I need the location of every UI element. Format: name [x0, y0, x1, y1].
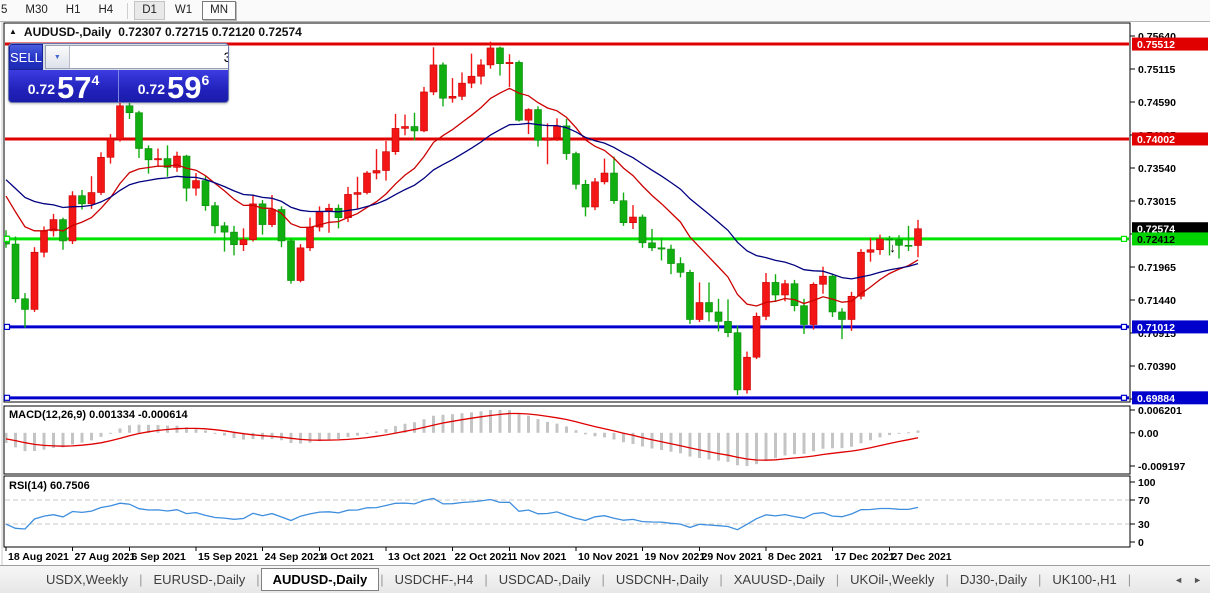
- svg-text:6 Sep 2021: 6 Sep 2021: [132, 551, 186, 563]
- timeframe-toolbar: 5 M30 H1 H4 D1 W1 MN: [0, 0, 1210, 22]
- volume-decrease-icon[interactable]: ▼: [45, 46, 70, 68]
- chart-tab-usdchf-h4[interactable]: USDCHF-,H4: [394, 572, 474, 587]
- tab-scroll-controls: ◄ ►: [1174, 575, 1210, 585]
- chart-canvas[interactable]: 0.756400.751150.745900.740650.735400.730…: [0, 22, 1210, 566]
- tab-separator: |: [1127, 572, 1132, 587]
- sell-price-point: 4: [91, 72, 100, 88]
- svg-text:0.69884: 0.69884: [1137, 393, 1175, 405]
- sell-button[interactable]: SELL: [9, 44, 43, 70]
- buy-price-pips: 59: [166, 70, 202, 103]
- svg-text:17 Dec 2021: 17 Dec 2021: [835, 551, 895, 563]
- svg-text:18 Aug 2021: 18 Aug 2021: [8, 551, 69, 563]
- trade-panel-prices: 0.72 57 4 0.72 59 6: [9, 70, 228, 102]
- svg-text:100: 100: [1138, 477, 1156, 489]
- svg-text:8 Dec 2021: 8 Dec 2021: [768, 551, 822, 563]
- chart-tab-dj30-daily[interactable]: DJ30-,Daily: [959, 572, 1028, 587]
- sell-price-pips: 57: [56, 70, 92, 103]
- timeframe-button-5[interactable]: 5: [1, 4, 8, 16]
- chart-tab-audusd-daily[interactable]: AUDUSD-,Daily: [260, 568, 380, 591]
- svg-text:19 Nov 2021: 19 Nov 2021: [645, 551, 706, 563]
- svg-text:0.72412: 0.72412: [1137, 234, 1175, 246]
- svg-text:RSI(14) 60.7506: RSI(14) 60.7506: [9, 480, 90, 492]
- svg-text:0.00: 0.00: [1138, 428, 1159, 440]
- tab-separator: |: [256, 572, 260, 587]
- svg-text:24 Sep 2021: 24 Sep 2021: [265, 551, 325, 563]
- svg-text:0.006201: 0.006201: [1138, 405, 1182, 417]
- chart-tab-usdcad-daily[interactable]: USDCAD-,Daily: [498, 572, 591, 587]
- svg-text:30: 30: [1138, 519, 1150, 531]
- volume-input[interactable]: [69, 46, 228, 68]
- svg-text:0.74002: 0.74002: [1137, 134, 1175, 146]
- one-click-trading-panel: SELL ▼ ▲ BUY 0.72 57 4 0.72 59 6: [8, 43, 229, 103]
- tab-separator: |: [380, 572, 384, 587]
- svg-text:0: 0: [1138, 537, 1144, 549]
- svg-text:0.73540: 0.73540: [1138, 163, 1176, 175]
- svg-text:70: 70: [1138, 495, 1150, 507]
- svg-text:13 Oct 2021: 13 Oct 2021: [388, 551, 447, 563]
- svg-text:0.71965: 0.71965: [1138, 262, 1176, 274]
- timeframe-button-m30[interactable]: M30: [25, 4, 48, 16]
- chart-tab-eurusd-daily[interactable]: EURUSD-,Daily: [153, 572, 246, 587]
- timeframe-button-mn[interactable]: MN: [202, 1, 237, 20]
- collapse-panel-icon[interactable]: ▲: [9, 26, 17, 36]
- timeframe-button-d1[interactable]: D1: [134, 1, 165, 20]
- svg-text:0.71012: 0.71012: [1137, 322, 1175, 334]
- svg-text:-0.009197: -0.009197: [1138, 461, 1185, 473]
- chart-tab-uk100-h1[interactable]: UK100-,H1: [1052, 572, 1117, 587]
- tab-separator: |: [945, 572, 949, 587]
- timeframe-button-h1[interactable]: H1: [65, 4, 81, 16]
- toolbar-separator: [127, 2, 129, 19]
- chart-tab-usdx-weekly[interactable]: USDX,Weekly: [46, 572, 129, 587]
- buy-price-base: 0.72: [137, 81, 165, 97]
- tab-scroll-left-icon[interactable]: ◄: [1174, 574, 1184, 585]
- svg-text:0.75512: 0.75512: [1137, 39, 1175, 51]
- buy-price-point: 6: [201, 72, 210, 88]
- sell-price-display[interactable]: 0.72 57 4: [9, 70, 119, 102]
- svg-text:0.71440: 0.71440: [1138, 295, 1176, 307]
- tab-separator: |: [835, 572, 840, 587]
- svg-text:15 Sep 2021: 15 Sep 2021: [198, 551, 258, 563]
- svg-text:1 Nov 2021: 1 Nov 2021: [512, 551, 567, 563]
- svg-text:↓: ↓: [889, 240, 896, 255]
- chart-tab-usdcnh-daily[interactable]: USDCNH-,Daily: [615, 572, 709, 587]
- svg-text:0.73015: 0.73015: [1138, 196, 1176, 208]
- chart-title-bar: ▲ AUDUSD-,Daily 0.72307 0.72715 0.72120 …: [9, 25, 302, 39]
- tab-separator: |: [139, 572, 143, 587]
- trade-panel-controls: SELL ▼ ▲ BUY: [9, 44, 228, 70]
- tab-separator: |: [1038, 572, 1042, 587]
- svg-text:29 Nov 2021: 29 Nov 2021: [702, 551, 763, 563]
- sell-price-base: 0.72: [27, 81, 55, 97]
- svg-text:10 Nov 2021: 10 Nov 2021: [578, 551, 639, 563]
- tab-separator: |: [719, 572, 723, 587]
- timeframe-button-w1[interactable]: W1: [174, 4, 193, 16]
- svg-text:0.75115: 0.75115: [1138, 64, 1176, 76]
- buy-price-display[interactable]: 0.72 59 6: [119, 70, 228, 102]
- svg-text:MACD(12,26,9) 0.001334 -0.0006: MACD(12,26,9) 0.001334 -0.000614: [9, 409, 188, 421]
- tab-scroll-right-icon[interactable]: ►: [1193, 574, 1202, 585]
- tab-separator: |: [601, 572, 605, 587]
- chart-window: 0.756400.751150.745900.740650.735400.730…: [0, 22, 1210, 566]
- svg-text:4 Oct 2021: 4 Oct 2021: [322, 551, 375, 563]
- chart-tab-bar: USDX,Weekly | EURUSD-,Daily | AUDUSD-,Daily |…: [0, 565, 1210, 593]
- svg-text:22 Oct 2021: 22 Oct 2021: [455, 551, 514, 563]
- chart-ohlc-values: 0.72307 0.72715 0.72120 0.72574: [118, 25, 302, 39]
- chart-tab-ukoil-weekly[interactable]: UKOil-,Weekly: [850, 572, 935, 587]
- chart-symbol-label: AUDUSD-,Daily: [23, 25, 112, 39]
- svg-text:0.70390: 0.70390: [1138, 361, 1176, 373]
- svg-text:27 Aug 2021: 27 Aug 2021: [75, 551, 136, 563]
- timeframe-button-h4[interactable]: H4: [98, 4, 114, 16]
- chart-tab-xauusd-daily[interactable]: XAUUSD-,Daily: [733, 572, 825, 587]
- svg-text:27 Dec 2021: 27 Dec 2021: [892, 551, 952, 563]
- svg-text:0.74590: 0.74590: [1138, 97, 1176, 109]
- tab-separator: |: [484, 572, 488, 587]
- volume-stepper: ▼ ▲: [44, 45, 228, 69]
